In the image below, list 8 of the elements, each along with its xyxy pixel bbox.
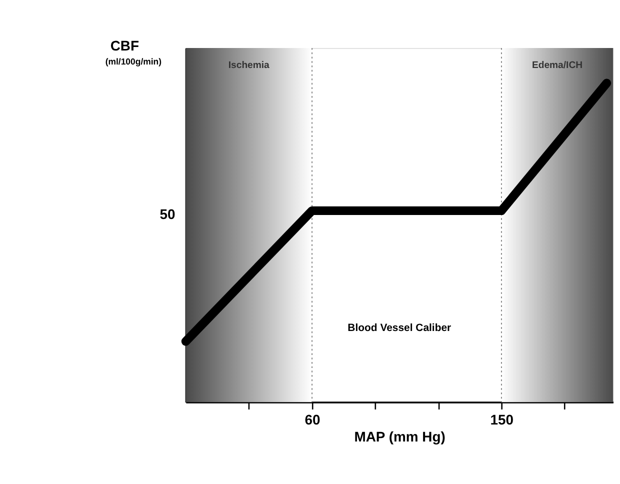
band-label: Ischemia <box>228 60 270 72</box>
x-tick-label: 150 <box>490 411 514 428</box>
x-axis-title: MAP (mm Hg) <box>354 428 446 445</box>
x-tick-label: 60 <box>304 411 320 428</box>
band-label: Edema/ICH <box>532 60 583 72</box>
text: 50 <box>160 206 176 222</box>
y-axis-title: CBF (ml/100g/min) <box>105 38 162 67</box>
annotation: Blood Vessel Caliber <box>348 323 452 334</box>
